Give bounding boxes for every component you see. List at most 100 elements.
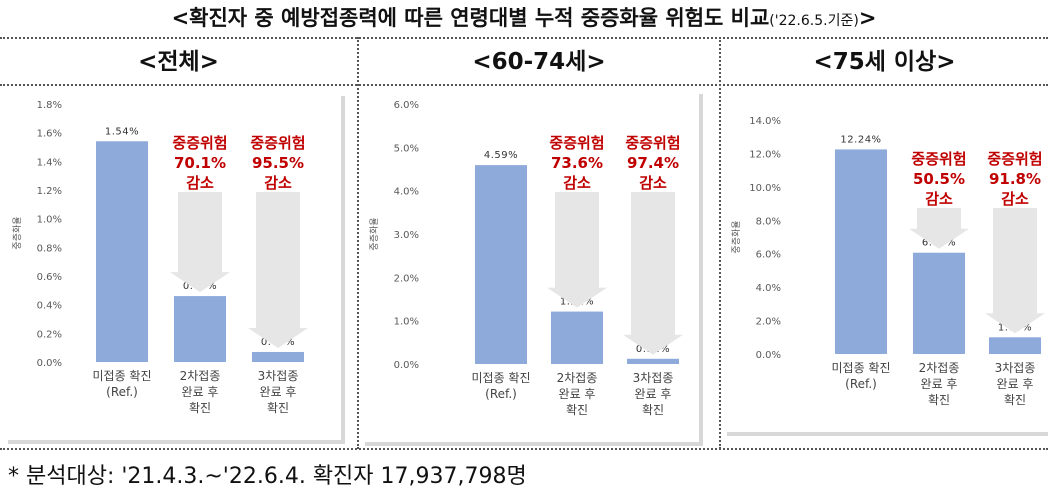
category-label: 확진 bbox=[928, 393, 950, 407]
y-tick-label: 1.2% bbox=[37, 186, 62, 197]
category-label: 완료 후 bbox=[635, 387, 672, 401]
category-label: 완료 후 bbox=[559, 387, 596, 401]
reduction-annotation: 91.8% bbox=[989, 170, 1041, 188]
y-tick-label: 10.0% bbox=[749, 183, 781, 194]
title-close: > bbox=[858, 6, 877, 30]
y-tick-label: 8.0% bbox=[756, 216, 781, 227]
category-label: 확진 bbox=[1004, 393, 1026, 407]
bar bbox=[96, 141, 148, 362]
bar-value-label: 12.24% bbox=[840, 134, 881, 145]
y-tick-label: 1.4% bbox=[37, 157, 62, 168]
category-label: 미접종 확진 bbox=[92, 369, 151, 383]
y-tick-label: 1.8% bbox=[37, 100, 62, 111]
reduction-annotation: 중증위험 bbox=[549, 134, 604, 152]
page-title: <확진자 중 예방접종력에 따른 연령대별 누적 중증화율 위험도 비교('22… bbox=[0, 0, 1048, 36]
reduction-annotation: 95.5% bbox=[252, 154, 304, 172]
y-tick-label: 0.0% bbox=[756, 350, 781, 361]
y-tick-label: 0.0% bbox=[394, 360, 419, 371]
title-main: <확진자 중 예방접종력에 따른 연령대별 누적 중증화율 위험도 비교 bbox=[171, 6, 770, 30]
y-tick-label: 0.8% bbox=[37, 243, 62, 254]
reduction-annotation: 감소 bbox=[639, 174, 667, 192]
y-tick-label: 6.0% bbox=[756, 250, 781, 261]
y-tick-label: 1.6% bbox=[37, 129, 62, 140]
top-divider bbox=[0, 37, 1048, 39]
bar bbox=[475, 165, 527, 364]
panel-divider-1 bbox=[357, 37, 359, 449]
bar bbox=[989, 337, 1041, 354]
reduction-annotation: 감소 bbox=[563, 174, 591, 192]
chart-75-plus: 중증화율 0.0% 2.0% 4.0% 6.0% 8.0% 10.0% 12.0% 14.0% 1… bbox=[731, 116, 1045, 407]
y-tick-label: 1.0% bbox=[37, 215, 62, 226]
reduction-annotation: 감소 bbox=[1001, 190, 1029, 208]
plot-shadow-1 bbox=[8, 440, 345, 444]
y-tick-label: 2.0% bbox=[756, 317, 781, 328]
reduction-annotation: 70.1% bbox=[174, 154, 226, 172]
reduction-annotation: 감소 bbox=[925, 190, 953, 208]
reduction-annotation: 중증위험 bbox=[172, 134, 227, 152]
bar bbox=[174, 296, 226, 362]
reduction-arrow bbox=[909, 208, 969, 249]
plot-shadow-2 bbox=[365, 442, 703, 446]
reduction-arrow bbox=[248, 192, 308, 348]
reduction-arrow bbox=[985, 208, 1045, 334]
y-tick-label: 0.0% bbox=[37, 358, 62, 369]
reduction-annotation: 감소 bbox=[264, 174, 292, 192]
reduction-annotation: 97.4% bbox=[627, 154, 679, 172]
category-label: 완료 후 bbox=[921, 377, 958, 391]
category-label: (Ref.) bbox=[485, 387, 517, 401]
reduction-arrow bbox=[623, 192, 683, 355]
category-label: 완료 후 bbox=[182, 385, 219, 399]
category-label: (Ref.) bbox=[106, 385, 138, 399]
title-date-note: ('22.6.5.기준) bbox=[769, 13, 859, 29]
reduction-annotation: 감소 bbox=[186, 174, 214, 192]
category-label: 확진 bbox=[566, 403, 588, 417]
header-divider bbox=[0, 84, 1048, 86]
category-label: 3차접종 bbox=[995, 361, 1036, 375]
bar-value-label: 4.59% bbox=[484, 150, 518, 161]
category-label: 확진 bbox=[267, 401, 289, 415]
chart-60-74: 중증화율 0.0% 1.0% 2.0% 3.0% 4.0% 5.0% 6.0% 4.59% 미접종… bbox=[369, 100, 683, 417]
reduction-annotation: 중증위험 bbox=[250, 134, 305, 152]
y-tick-label: 0.2% bbox=[37, 329, 62, 340]
chart-all-ages: 중증화율 0.0% 0.2% 0.4% 0.6% 0.8% 1.0% 1.2% 1.4% 1.6%… bbox=[12, 100, 308, 415]
category-label: (Ref.) bbox=[845, 377, 877, 391]
category-label: 완료 후 bbox=[997, 377, 1034, 391]
reduction-annotation: 중증위험 bbox=[625, 134, 680, 152]
bar bbox=[627, 358, 679, 364]
category-label: 미접종 확진 bbox=[471, 371, 530, 385]
category-label: 3차접종 bbox=[633, 371, 674, 385]
y-tick-label: 4.0% bbox=[756, 283, 781, 294]
category-label: 미접종 확진 bbox=[831, 361, 890, 375]
bottom-divider bbox=[0, 448, 1048, 450]
footnote: * 분석대상: '21.4.3.~'22.6.4. 확진자 17,937,798… bbox=[8, 464, 527, 489]
y-tick-label: 6.0% bbox=[394, 100, 419, 111]
panel-heading-75-plus: <75세 이상> bbox=[813, 49, 956, 75]
plot-shadow-1-side bbox=[341, 96, 345, 444]
y-tick-label: 4.0% bbox=[394, 187, 419, 198]
y-tick-label: 0.4% bbox=[37, 301, 62, 312]
plot-shadow-3 bbox=[727, 432, 1048, 436]
y-tick-label: 14.0% bbox=[749, 116, 781, 127]
bar bbox=[913, 252, 965, 354]
y-axis-label: 중증화율 bbox=[369, 217, 380, 250]
reduction-arrow bbox=[547, 192, 607, 308]
bar-value-label: 1.54% bbox=[105, 126, 139, 137]
reduction-annotation: 73.6% bbox=[551, 154, 603, 172]
reduction-annotation: 50.5% bbox=[913, 170, 965, 188]
panel-heading-all: <전체> bbox=[138, 49, 219, 75]
bar bbox=[835, 149, 887, 354]
reduction-arrow bbox=[170, 192, 230, 293]
category-label: 확진 bbox=[189, 401, 211, 415]
bar bbox=[252, 351, 304, 362]
reduction-annotation: 중증위험 bbox=[987, 150, 1042, 168]
category-label: 2차접종 bbox=[557, 371, 598, 385]
y-axis-label: 중증화율 bbox=[731, 220, 742, 253]
panel-heading-60-74: <60-74세> bbox=[472, 49, 606, 75]
y-tick-label: 0.6% bbox=[37, 272, 62, 283]
category-label: 2차접종 bbox=[180, 369, 221, 383]
bar bbox=[551, 311, 603, 364]
category-label: 확진 bbox=[642, 403, 664, 417]
plot-shadow-2-side bbox=[699, 94, 703, 446]
y-axis-label: 중증화율 bbox=[12, 216, 23, 249]
category-label: 2차접종 bbox=[919, 361, 960, 375]
